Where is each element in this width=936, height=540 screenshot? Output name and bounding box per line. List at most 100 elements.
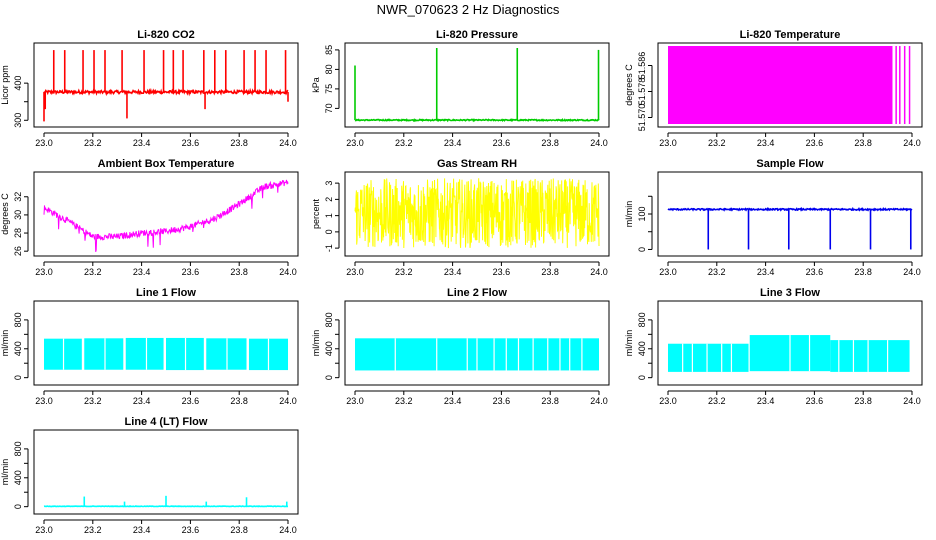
data-layer xyxy=(43,50,289,122)
x-tick-label: 23.8 xyxy=(541,267,559,277)
y-tick-label: 51.578 xyxy=(637,78,647,106)
plot-frame xyxy=(657,42,923,128)
fill-region xyxy=(668,46,893,124)
y-tick-label: 51.586 xyxy=(637,52,647,80)
y-tick-label: 0 xyxy=(637,247,647,252)
panel-title: Sample Flow xyxy=(756,158,824,170)
x-tick-label: 23.0 xyxy=(659,138,677,148)
chart-panel: Line 1 Flow 23.0 23.2 23.4 23.6 23.8 24.0 0 400 8… xyxy=(0,287,299,406)
panel-title: Gas Stream RH xyxy=(437,158,517,170)
x-tick-label: 23.2 xyxy=(84,525,102,535)
x-tick-label: 23.8 xyxy=(230,267,248,277)
plot-frame xyxy=(344,300,610,386)
x-tick-label: 23.2 xyxy=(395,267,413,277)
x-tick-label: 24.0 xyxy=(279,267,297,277)
series-line xyxy=(43,87,289,97)
x-tick-label: 23.2 xyxy=(708,138,726,148)
y-tick-label: 800 xyxy=(13,441,23,456)
y-axis-label: ml/min xyxy=(624,330,634,357)
x-tick-label: 23.0 xyxy=(659,267,677,277)
x-tick-label: 24.0 xyxy=(590,267,608,277)
x-tick-label: 23.6 xyxy=(493,396,511,406)
y-tick-label: 800 xyxy=(637,312,647,327)
x-tick-label: 24.0 xyxy=(903,396,921,406)
x-tick-label: 23.0 xyxy=(659,396,677,406)
data-layer xyxy=(355,338,599,371)
x-tick-label: 24.0 xyxy=(279,396,297,406)
x-tick-label: 23.6 xyxy=(806,396,824,406)
plot-frame xyxy=(657,171,923,257)
data-layer xyxy=(667,206,913,250)
y-tick-label: 3 xyxy=(324,181,334,186)
x-tick-label: 23.4 xyxy=(444,396,462,406)
y-tick-label: 800 xyxy=(324,312,334,327)
y-tick-label: 0 xyxy=(637,375,647,380)
x-tick-label: 23.2 xyxy=(395,396,413,406)
x-tick-label: 23.0 xyxy=(35,267,53,277)
flow-band xyxy=(668,343,749,372)
y-tick-label: 85 xyxy=(324,45,334,55)
y-tick-label: 2 xyxy=(324,197,334,202)
x-tick-label: 23.4 xyxy=(133,267,151,277)
panel-title: Li-820 Pressure xyxy=(436,29,518,41)
y-tick-label: 300 xyxy=(13,113,23,128)
y-axis-label: ml/min xyxy=(624,201,634,228)
plot-frame xyxy=(33,300,299,386)
x-tick-label: 23.6 xyxy=(182,267,200,277)
panel-title: Li-820 Temperature xyxy=(740,29,841,41)
chart-panel: Line 3 Flow 23.0 23.2 23.4 23.6 23.8 24.0 0 400 8… xyxy=(624,287,923,406)
chart-panel: Sample Flow 23.0 23.2 23.4 23.6 23.8 24.0 0 100m… xyxy=(624,158,923,277)
data-layer xyxy=(354,47,600,123)
y-tick-label: 400 xyxy=(324,341,334,356)
flow-band xyxy=(84,338,124,370)
x-tick-label: 23.4 xyxy=(133,396,151,406)
panel-title: Line 2 Flow xyxy=(447,287,507,299)
x-tick-label: 23.8 xyxy=(541,138,559,148)
y-tick-label: 26 xyxy=(13,246,23,256)
y-tick-label: 28 xyxy=(13,228,23,238)
data-layer xyxy=(43,495,288,508)
x-tick-label: 23.6 xyxy=(182,138,200,148)
x-tick-label: 23.0 xyxy=(35,396,53,406)
x-tick-label: 23.4 xyxy=(444,138,462,148)
x-tick-label: 23.4 xyxy=(133,138,151,148)
x-tick-label: 23.6 xyxy=(806,267,824,277)
panel-title: Li-820 CO2 xyxy=(137,29,194,41)
chart-panel: Li-820 CO2 23.0 23.2 23.4 23.6 23.8 24.0 300 400… xyxy=(0,29,299,148)
x-tick-label: 23.0 xyxy=(346,396,364,406)
plot-frame xyxy=(657,300,923,386)
chart-panel: Line 2 Flow 23.0 23.2 23.4 23.6 23.8 24.0 0 400 8… xyxy=(311,287,610,406)
y-tick-label: 1 xyxy=(324,213,334,218)
x-tick-label: 23.2 xyxy=(84,396,102,406)
x-tick-label: 23.6 xyxy=(493,138,511,148)
x-tick-label: 23.6 xyxy=(806,138,824,148)
y-tick-label: 400 xyxy=(13,341,23,356)
y-axis-label: degrees C xyxy=(0,193,10,235)
x-tick-label: 23.0 xyxy=(346,138,364,148)
x-tick-label: 24.0 xyxy=(279,138,297,148)
x-tick-label: 23.2 xyxy=(84,138,102,148)
y-tick-label: 70 xyxy=(324,103,334,113)
flow-band xyxy=(206,338,247,370)
panel-title: Line 1 Flow xyxy=(136,287,196,299)
x-tick-label: 23.8 xyxy=(230,396,248,406)
figure-title: NWR_070623 2 Hz Diagnostics xyxy=(377,2,560,17)
data-layer xyxy=(44,337,288,371)
y-tick-label: 400 xyxy=(637,341,647,356)
y-tick-label: 0 xyxy=(13,375,23,380)
series-line xyxy=(667,206,913,212)
flow-band xyxy=(166,337,204,371)
x-tick-label: 23.2 xyxy=(708,396,726,406)
chart-panel: Li-820 Temperature 23.0 23.2 23.4 23.6 23.8 24… xyxy=(624,29,923,148)
x-tick-label: 23.6 xyxy=(182,396,200,406)
plot-frame xyxy=(344,42,610,128)
x-tick-label: 23.4 xyxy=(757,396,775,406)
x-tick-label: 24.0 xyxy=(590,138,608,148)
x-tick-label: 23.8 xyxy=(541,396,559,406)
x-tick-label: 23.8 xyxy=(230,525,248,535)
x-tick-label: 23.6 xyxy=(493,267,511,277)
x-tick-label: 24.0 xyxy=(903,267,921,277)
y-axis-label: kPa xyxy=(311,77,321,93)
x-tick-label: 23.4 xyxy=(444,267,462,277)
